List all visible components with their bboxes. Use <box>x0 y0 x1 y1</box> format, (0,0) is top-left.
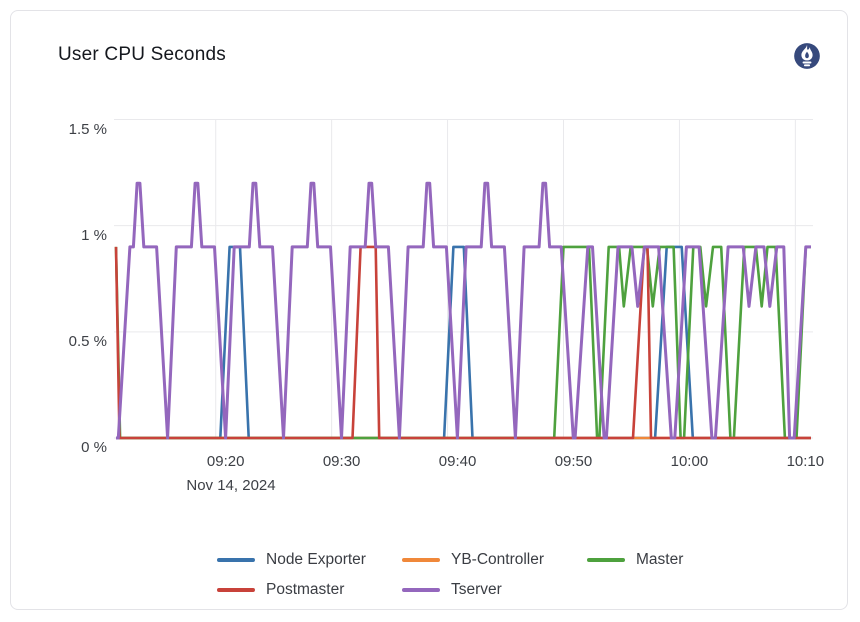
legend-label: Node Exporter <box>266 551 366 568</box>
y-tick-label: 1.5 % <box>68 120 107 138</box>
legend-item-node-exporter[interactable]: Node Exporter <box>217 550 402 570</box>
legend-label: YB-Controller <box>451 551 545 568</box>
legend-swatch <box>402 588 440 592</box>
x-tick-label: 09:30 <box>322 453 361 470</box>
y-tick-label: 0.5 % <box>68 332 107 350</box>
legend-swatch <box>587 558 625 562</box>
x-tick-label: 09:20 <box>206 453 245 470</box>
series-line-tserver <box>116 181 811 440</box>
x-tick-label: 09:50 <box>554 453 593 470</box>
legend-label: Master <box>636 551 684 568</box>
y-tick-label: 0 % <box>81 439 107 456</box>
x-tick-label: 10:10 <box>786 453 825 470</box>
legend-item-master[interactable]: Master <box>587 550 747 570</box>
legend-label: Postmaster <box>266 581 345 598</box>
legend-swatch <box>217 558 255 562</box>
legend-item-tserver[interactable]: Tserver <box>402 580 587 600</box>
legend-item-yb-controller[interactable]: YB-Controller <box>402 550 587 570</box>
series-line-postmaster <box>114 245 811 440</box>
y-tick-label: 1 % <box>81 226 107 244</box>
series-line-node-exporter <box>116 245 811 440</box>
chart-card: User CPU Seconds 0 % 0.5 % 1 % 1.5 % 09:20 0… <box>10 10 848 610</box>
line-chart-plot <box>114 119 813 440</box>
legend-label: Tserver <box>451 581 502 598</box>
legend-item-postmaster[interactable]: Postmaster <box>217 580 402 600</box>
legend-swatch <box>217 588 255 592</box>
prometheus-logo-icon[interactable] <box>793 42 821 70</box>
chart-title: User CPU Seconds <box>58 44 226 65</box>
x-tick-label: 10:00 <box>670 453 709 470</box>
x-tick-label: 09:40 <box>438 453 477 470</box>
legend-swatch <box>402 558 440 562</box>
legend: Node Exporter YB-Controller Master Postmast… <box>217 550 747 600</box>
x-axis-date-label: Nov 14, 2024 <box>186 477 276 494</box>
